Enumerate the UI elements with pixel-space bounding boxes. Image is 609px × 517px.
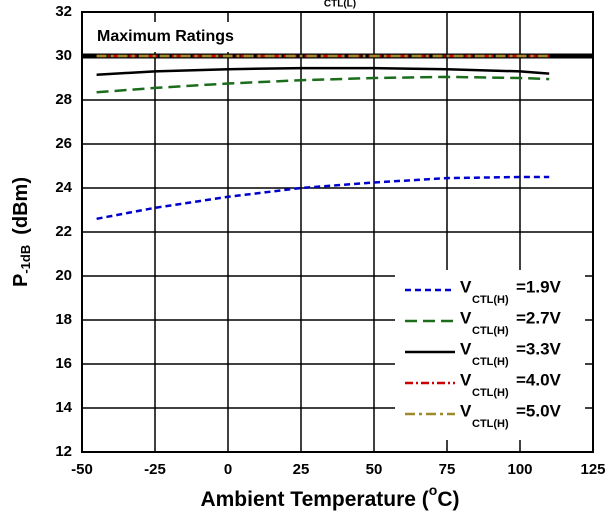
y-tick-label: 16: [55, 355, 72, 372]
y-tick-label: 12: [55, 443, 72, 460]
annotation-box: [86, 22, 266, 52]
y-tick-label: 18: [55, 311, 72, 328]
y-tick-label: 28: [55, 91, 72, 108]
legend-subscript: CTL(H): [472, 387, 509, 399]
y-tick-label: 20: [55, 267, 72, 284]
legend-symbol: V: [460, 401, 472, 420]
y-tick-label: 22: [55, 223, 72, 240]
x-tick-label: -50: [71, 461, 93, 478]
legend-box: [395, 270, 585, 440]
y-axis-label-unit: (dBm): [10, 177, 32, 235]
legend-symbol: V: [460, 370, 472, 389]
x-axis-label: Ambient Temperature (oC): [200, 482, 459, 511]
legend-subscript: CTL(H): [472, 325, 509, 337]
annotation: Maximum Ratings: [97, 28, 234, 45]
x-tick-label: 0: [224, 461, 232, 478]
x-tick-label: -25: [144, 461, 166, 478]
x-tick-label: 75: [439, 461, 456, 478]
x-axis-label-text: Ambient Temperature (: [200, 488, 428, 511]
legend-label: =1.9V: [516, 277, 562, 296]
legend-label: =2.7V: [516, 308, 562, 327]
legend-label: =4.0V: [516, 370, 562, 389]
x-tick-label: 50: [366, 461, 383, 478]
y-tick-label: 32: [55, 3, 72, 20]
legend-symbol: V: [460, 308, 472, 327]
y-axis-label-symbol: P: [10, 274, 32, 287]
series-line: [96, 175, 550, 221]
legend-subscript: CTL(H): [472, 356, 509, 368]
x-tick-label: 25: [293, 461, 310, 478]
legend-label: =3.3V: [516, 339, 562, 358]
frame: [81, 11, 594, 453]
y-tick-label: 24: [55, 179, 72, 196]
y-tick-label: 14: [55, 399, 72, 416]
x-axis-label-degree: o: [429, 482, 438, 498]
legend-label: =5.0V: [516, 401, 562, 420]
chart-title: CTL(L): [324, 0, 356, 10]
y-tick-label: 26: [55, 135, 72, 152]
y-axis-label: P-1dB (dBm): [10, 177, 33, 287]
legend-symbol: V: [460, 339, 472, 358]
legend-subscript: CTL(H): [472, 294, 509, 306]
series-line: [96, 66, 550, 76]
x-tick-label: 125: [580, 461, 605, 478]
x-axis-label-unit: C): [437, 488, 459, 511]
x-tick-label: 100: [507, 461, 532, 478]
y-tick-label: 30: [55, 47, 72, 64]
series-line: [96, 75, 550, 94]
y-axis-label-subscript: -1dB: [18, 245, 33, 274]
legend-subscript: CTL(H): [472, 418, 509, 430]
legend-symbol: V: [460, 277, 472, 296]
